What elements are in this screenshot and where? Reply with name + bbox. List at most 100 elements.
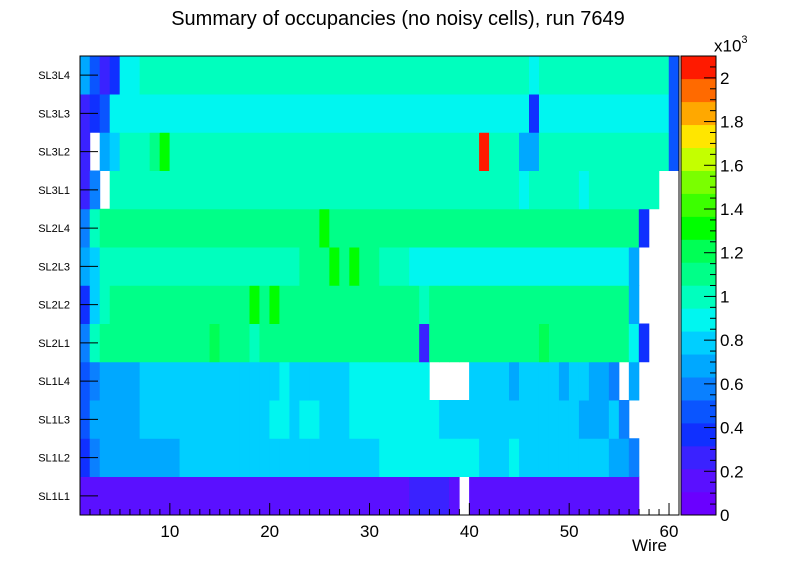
heatmap-cell: [439, 170, 450, 210]
heatmap-cell: [139, 247, 151, 286]
heatmap-cell: [199, 438, 211, 477]
heatmap-cell: [638, 132, 650, 171]
heatmap-cell: [179, 94, 191, 133]
heatmap-cell: [399, 55, 410, 95]
heatmap-cell: [409, 323, 420, 363]
heatmap-cell: [259, 208, 270, 248]
heatmap-cell: [159, 400, 171, 439]
heatmap-cell: [199, 361, 211, 401]
heatmap-cell: [608, 208, 620, 248]
heatmap-cell: [279, 208, 290, 248]
heatmap-cell: [109, 361, 121, 401]
heatmap-cell: [538, 400, 550, 439]
heatmap-cell: [269, 361, 280, 401]
heatmap-cell: [239, 247, 250, 286]
heatmap-cell: [369, 438, 380, 477]
heatmap-cell: [199, 170, 211, 210]
heatmap-cell: [379, 361, 390, 401]
heatmap-cell: [349, 285, 360, 324]
heatmap-cell: [109, 247, 121, 286]
chart-title: Summary of occupancies (no noisy cells),…: [171, 8, 625, 30]
heatmap-cell: [289, 247, 300, 286]
heatmap-cell: [179, 132, 191, 171]
heatmap-cell: [648, 94, 660, 133]
heatmap-cell: [329, 247, 340, 286]
heatmap-cell: [319, 170, 330, 210]
heatmap-cell: [419, 400, 430, 439]
heatmap-cell: [329, 323, 340, 363]
heatmap-cell: [578, 208, 590, 248]
heatmap-cell: [628, 55, 640, 95]
heatmap-cell: [279, 323, 290, 363]
heatmap-cell: [608, 132, 620, 171]
heatmap-cell: [259, 400, 270, 439]
heatmap-cell: [479, 132, 490, 171]
heatmap-cell: [389, 170, 400, 210]
z-tick-label: 2: [720, 69, 729, 88]
heatmap-cell: [618, 55, 630, 95]
heatmap-cell: [379, 285, 390, 324]
heatmap-cell: [509, 170, 520, 210]
heatmap-cell: [359, 400, 370, 439]
heatmap-cell: [99, 55, 111, 95]
heatmap-cell: [109, 94, 121, 133]
heatmap-cell: [309, 476, 320, 516]
heatmap-cell: [309, 285, 320, 324]
heatmap-cell: [568, 438, 580, 477]
heatmap-cell: [588, 132, 600, 171]
heatmap-cell: [209, 55, 221, 95]
heatmap-cell: [459, 94, 470, 133]
heatmap-cell: [189, 476, 201, 516]
heatmap-cell: [199, 208, 211, 248]
heatmap-cell: [99, 361, 111, 401]
heatmap-cell: [339, 400, 350, 439]
palette-band: [681, 400, 716, 424]
heatmap-cell: [229, 208, 240, 248]
heatmap-cell: [469, 170, 480, 210]
heatmap-cell: [179, 361, 191, 401]
z-axis-multiplier: x103: [714, 34, 748, 57]
heatmap-cell: [449, 208, 460, 248]
heatmap-cell: [489, 55, 500, 95]
heatmap-cell: [479, 94, 490, 133]
heatmap-cell: [429, 55, 440, 95]
heatmap-cell: [279, 400, 290, 439]
heatmap-cell: [339, 247, 350, 286]
heatmap-cell: [129, 438, 141, 477]
heatmap-cell: [109, 285, 121, 324]
heatmap-cell: [419, 361, 430, 401]
heatmap-cell: [379, 94, 390, 133]
heatmap-cell: [469, 208, 480, 248]
heatmap-cell: [319, 323, 330, 363]
heatmap-cell: [269, 323, 280, 363]
heatmap-cell: [588, 208, 600, 248]
heatmap-cell: [439, 94, 450, 133]
heatmap-cell: [279, 361, 290, 401]
heatmap-cell: [299, 94, 310, 133]
heatmap-cell: [229, 400, 240, 439]
heatmap-cell: [159, 170, 171, 210]
heatmap-cell: [129, 55, 141, 95]
heatmap-cell: [529, 247, 540, 286]
heatmap-cell: [578, 438, 590, 477]
heatmap-cell: [389, 438, 400, 477]
heatmap-cell: [109, 132, 121, 171]
heatmap-cell: [658, 55, 670, 95]
heatmap-cell: [548, 476, 560, 516]
heatmap-cell: [289, 400, 300, 439]
heatmap-cell: [409, 208, 420, 248]
heatmap-cell: [548, 323, 560, 363]
heatmap-cell: [99, 208, 111, 248]
z-multiplier-text: x10: [714, 36, 742, 56]
heatmap-cell: [638, 55, 650, 95]
heatmap-cell: [638, 208, 650, 248]
heatmap-cell: [419, 132, 430, 171]
heatmap-cell: [219, 132, 230, 171]
heatmap-cell: [568, 247, 580, 286]
z-tick-label: 0.6: [720, 375, 744, 394]
heatmap-cell: [648, 170, 660, 210]
heatmap-cell: [289, 208, 300, 248]
heatmap-cell: [389, 247, 400, 286]
heatmap-cell: [598, 247, 610, 286]
heatmap-cell: [558, 132, 570, 171]
